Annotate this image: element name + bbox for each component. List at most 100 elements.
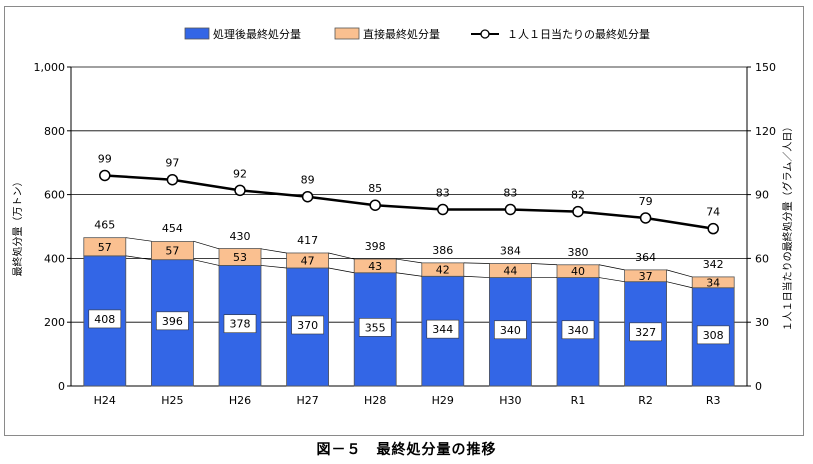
legend-label-per-capita: １人１日当たりの最終処分量 xyxy=(507,27,650,41)
data-label-direct: 34 xyxy=(706,276,720,289)
series-line-total xyxy=(463,262,490,264)
line-point xyxy=(707,222,719,235)
data-label-direct: 42 xyxy=(436,264,450,277)
bar-segment-direct xyxy=(421,262,465,277)
line-point xyxy=(166,173,179,186)
data-label-processed: 355 xyxy=(365,321,386,334)
y-tick-label-right: 30 xyxy=(755,316,769,329)
data-label-processed: 327 xyxy=(635,326,656,339)
data-label-per-capita: 97 xyxy=(165,157,179,170)
bar-segment-direct xyxy=(488,263,532,278)
line-point xyxy=(99,169,111,182)
data-label-direct: 44 xyxy=(503,265,517,278)
x-tick-label: R1 xyxy=(571,394,586,407)
bar-segment-direct xyxy=(691,276,735,289)
data-label-per-capita: 92 xyxy=(233,167,247,180)
series-line-processed xyxy=(598,277,625,283)
data-label-box xyxy=(494,320,527,340)
series-line-total xyxy=(396,258,422,264)
y-tick-label-left: 600 xyxy=(44,189,65,202)
chart-frame: 0 200 400 600 800 1,000 0 30 60 90 120 150 H24 H25 H26… xyxy=(4,6,804,436)
legend-swatch-direct xyxy=(334,27,360,40)
series-line-total xyxy=(193,240,220,250)
data-label-direct: 57 xyxy=(98,241,112,254)
data-label-total: 384 xyxy=(500,245,521,258)
data-label-total: 454 xyxy=(162,222,183,235)
data-label-total: 380 xyxy=(568,246,589,259)
bar-segment-direct xyxy=(353,258,397,274)
line-point xyxy=(572,205,584,218)
series-line-total xyxy=(260,248,287,254)
bar-segment-direct xyxy=(624,269,667,283)
series-line-processed xyxy=(328,267,355,274)
y-axis-title-left: 最終処分量（万トン） xyxy=(11,177,24,277)
bar-segment-direct xyxy=(150,241,194,261)
data-label-per-capita: 85 xyxy=(368,182,382,195)
legend-marker-per-capita xyxy=(480,29,490,39)
series-line-total xyxy=(598,264,625,271)
data-label-per-capita: 82 xyxy=(571,189,585,202)
data-label-per-capita: 83 xyxy=(503,186,517,199)
data-label-direct: 57 xyxy=(165,245,179,258)
series-line-processed xyxy=(260,265,287,269)
series-line-processed xyxy=(125,255,152,261)
data-label-box xyxy=(291,315,324,335)
data-label-direct: 53 xyxy=(233,251,247,264)
data-label-total: 364 xyxy=(635,251,656,264)
y-tick-label-right: 90 xyxy=(755,189,769,202)
data-label-direct: 40 xyxy=(571,265,585,278)
data-label-box xyxy=(696,325,730,345)
x-tick-label: H27 xyxy=(296,394,318,407)
data-label-total: 430 xyxy=(230,230,251,243)
data-label-per-capita: 74 xyxy=(706,206,720,219)
y-tick-label-left: 800 xyxy=(44,125,65,138)
bar-segment-direct xyxy=(218,248,262,266)
series-line-processed xyxy=(193,259,220,266)
legend-label-processed: 処理後最終処分量 xyxy=(213,27,301,41)
data-label-box xyxy=(88,309,122,329)
series-line-processed xyxy=(666,281,693,289)
y-tick-label-left: 200 xyxy=(44,316,65,329)
x-tick-label: H29 xyxy=(432,394,454,407)
series-line-total xyxy=(328,252,355,260)
data-label-box xyxy=(223,314,257,334)
data-label-processed: 344 xyxy=(432,323,453,336)
x-tick-label: R2 xyxy=(638,394,653,407)
y-tick-label-left: 1,000 xyxy=(34,61,66,74)
data-label-processed: 408 xyxy=(94,313,115,326)
y-tick-label-right: 120 xyxy=(755,125,776,138)
series-line-processed xyxy=(396,272,422,277)
data-label-box xyxy=(629,322,662,342)
y-tick-label-right: 0 xyxy=(755,380,762,393)
data-label-processed: 340 xyxy=(568,324,589,337)
data-label-per-capita: 89 xyxy=(301,174,315,187)
data-label-box xyxy=(561,320,595,340)
y-tick-label-left: 400 xyxy=(44,252,65,265)
data-label-box xyxy=(156,311,189,331)
x-tick-label: R3 xyxy=(706,394,721,407)
bar-segment-direct xyxy=(556,264,600,278)
data-label-direct: 43 xyxy=(368,260,382,273)
x-tick-label: H24 xyxy=(94,394,116,407)
series-line-processed xyxy=(463,275,490,278)
data-label-per-capita: 79 xyxy=(639,195,653,208)
data-label-per-capita: 99 xyxy=(98,152,112,165)
series-line-total xyxy=(666,269,693,278)
line-point xyxy=(504,203,517,216)
data-label-total: 342 xyxy=(703,258,724,271)
data-label-processed: 378 xyxy=(230,318,251,331)
bar-segment-direct xyxy=(286,252,330,269)
data-label-total: 465 xyxy=(94,219,115,232)
data-label-direct: 47 xyxy=(301,254,315,267)
y-tick-label-left: 0 xyxy=(58,380,65,393)
data-label-processed: 340 xyxy=(500,324,521,337)
x-tick-label: H28 xyxy=(364,394,386,407)
data-label-box xyxy=(358,318,392,337)
line-point xyxy=(437,203,449,216)
y-axis-title-right: １人１日当たりの最終処分量（グラム／人日） xyxy=(781,122,794,332)
legend-swatch-processed xyxy=(184,27,210,40)
data-label-per-capita: 83 xyxy=(436,186,450,199)
line-point xyxy=(369,199,381,211)
figure-caption: 図－５ 最終処分量の推移 xyxy=(316,442,497,458)
x-tick-label: H25 xyxy=(161,394,183,407)
